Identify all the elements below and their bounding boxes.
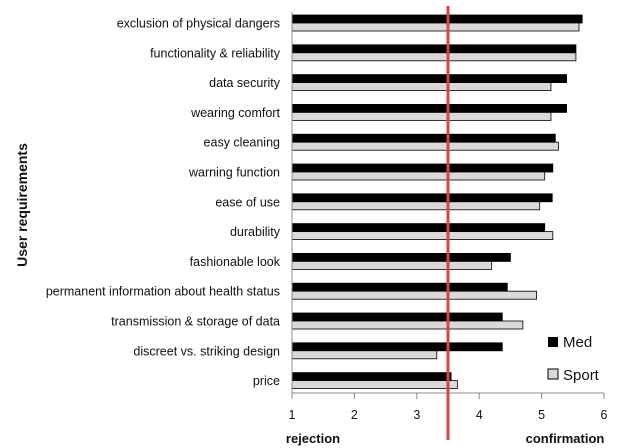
bar-med xyxy=(291,133,556,143)
category-label: exclusion of physical dangers xyxy=(117,17,280,31)
bar-sport xyxy=(291,380,458,390)
x-ticks: 1 2 3 4 5 6 xyxy=(289,393,608,422)
x-axis-label-rejection: rejection xyxy=(286,431,340,446)
bar-med xyxy=(291,282,508,292)
category-label: ease of use xyxy=(215,195,280,209)
x-axis-label-confirmation: confirmation xyxy=(526,431,605,446)
bar-sport xyxy=(291,171,546,181)
category-label: transmission & storage of data xyxy=(111,315,280,329)
y-axis-label: User requirements xyxy=(14,143,30,267)
legend-label-sport: Sport xyxy=(563,367,600,384)
category-label: wearing comfort xyxy=(190,106,280,120)
bar-sport xyxy=(291,22,580,32)
category-label: durability xyxy=(230,225,281,239)
category-label: easy cleaning xyxy=(204,136,280,150)
legend-label-med: Med xyxy=(563,334,592,351)
bar-sport xyxy=(291,201,541,211)
bar-med xyxy=(291,342,503,352)
legend: Med Sport xyxy=(547,334,600,384)
category-labels: exclusion of physical dangers functionali… xyxy=(46,17,281,389)
x-tick-label: 3 xyxy=(413,408,420,422)
bar-sport xyxy=(291,52,577,62)
bar-med xyxy=(291,372,452,382)
bar-med xyxy=(291,14,583,24)
bar-med xyxy=(291,223,546,233)
category-label: warning function xyxy=(188,166,280,180)
category-label: permanent information about health statu… xyxy=(46,285,280,299)
x-tick-label: 6 xyxy=(601,408,608,422)
bar-med xyxy=(291,44,577,54)
bar-med xyxy=(291,163,554,173)
bars xyxy=(291,14,583,390)
bar-sport xyxy=(291,260,493,270)
bar-sport xyxy=(291,112,552,121)
x-tick-label: 2 xyxy=(351,408,358,422)
category-label: functionality & reliability xyxy=(150,46,281,60)
x-tick-label: 4 xyxy=(476,408,483,422)
x-tick-label: 5 xyxy=(538,408,545,422)
category-label: discreet vs. striking design xyxy=(133,344,280,358)
bar-med xyxy=(291,252,511,262)
bar-sport xyxy=(291,82,552,91)
bar-sport xyxy=(291,231,554,241)
bar-med xyxy=(291,312,503,322)
category-label: data security xyxy=(209,76,281,90)
category-label: price xyxy=(253,374,280,388)
legend-swatch-med xyxy=(548,337,558,347)
x-tick-label: 1 xyxy=(289,408,296,422)
bar-sport xyxy=(291,141,559,151)
category-label: fashionable look xyxy=(190,255,281,269)
legend-swatch-sport xyxy=(547,368,559,380)
bar-sport xyxy=(291,350,438,360)
bar-med xyxy=(291,193,553,203)
bar-med xyxy=(291,104,567,113)
bar-sport xyxy=(291,290,538,300)
bar-med xyxy=(291,74,567,83)
bar-sport xyxy=(291,320,524,330)
